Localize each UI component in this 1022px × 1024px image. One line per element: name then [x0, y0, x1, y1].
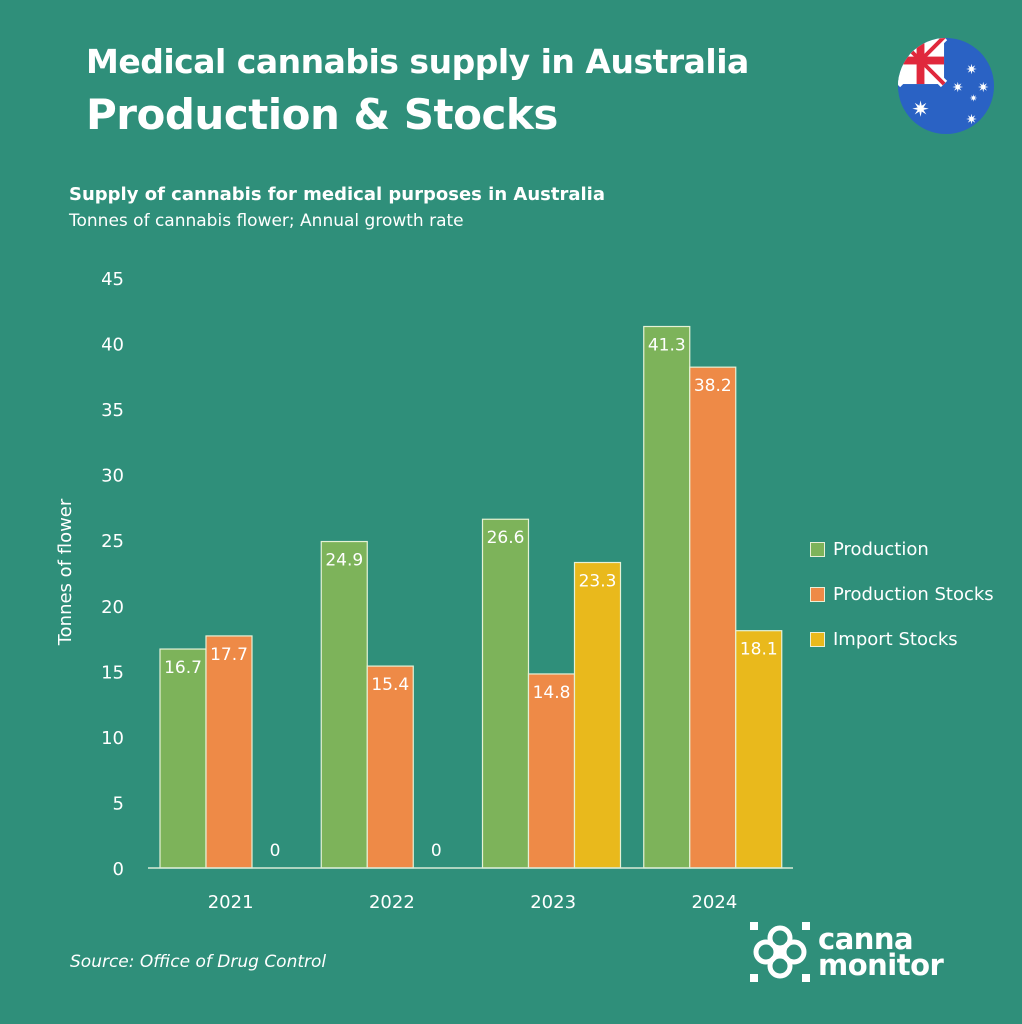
data-label: 0: [431, 841, 442, 861]
legend: Production Production Stocks Import Stoc…: [810, 527, 994, 662]
bar-import-stocks-2024: [735, 630, 783, 869]
data-label: 38.2: [694, 376, 732, 396]
bar-production-2022: [320, 540, 368, 869]
y-tick-label: 35: [101, 400, 124, 421]
data-label: 18.1: [740, 640, 778, 660]
bar-production-stocks-2023: [527, 673, 576, 869]
data-label: 26.6: [487, 528, 525, 548]
data-label: 15.4: [371, 675, 409, 695]
legend-item-import-stocks: Import Stocks: [810, 617, 994, 662]
y-tick-label: 25: [101, 531, 124, 552]
cannamonitor-logo: canna monitor: [748, 920, 944, 984]
legend-label: Production: [833, 539, 929, 560]
flower-logo-icon: [750, 922, 810, 982]
data-label: 23.3: [579, 572, 617, 592]
y-axis-label: Tonnes of flower: [55, 498, 76, 646]
bar-production-stocks-2022: [366, 665, 414, 869]
data-label: 0: [270, 841, 281, 861]
legend-item-production: Production: [810, 527, 994, 572]
y-tick-label: 30: [101, 466, 124, 487]
chart-title: Supply of cannabis for medical purposes …: [69, 184, 605, 205]
logo-line2: monitor: [818, 948, 944, 982]
y-tick-label: 10: [101, 728, 124, 749]
legend-item-production-stocks: Production Stocks: [810, 572, 994, 617]
x-tick-label: 2024: [691, 892, 737, 913]
data-label: 24.9: [325, 551, 363, 571]
svg-text:✷: ✷: [952, 80, 964, 96]
bar-production-2024: [643, 325, 691, 869]
svg-text:✷: ✷: [966, 112, 978, 128]
bar-import-stocks-2023: [573, 561, 622, 869]
chart-subtitle: Tonnes of cannabis flower; Annual growth…: [69, 211, 464, 231]
legend-swatch-import-stocks: [810, 632, 825, 647]
svg-text:✷: ✷: [911, 97, 929, 122]
australia-flag-icon: ✷ ✷ ✷ ✷ ✷ ✷: [897, 37, 995, 135]
source-note: Source: Office of Drug Control: [70, 952, 327, 972]
main-subtitle: Production & Stocks: [86, 90, 558, 139]
x-tick-label: 2023: [530, 892, 576, 913]
y-tick-label: 15: [101, 662, 124, 683]
svg-text:✷: ✷: [966, 62, 978, 78]
svg-text:✷: ✷: [977, 80, 989, 96]
bar-production-2021: [159, 648, 207, 869]
bars: 16.7 17.7 0 24.9 15.4 0 26.6 14.8 23.3 41.3 38.2 18…: [159, 325, 783, 869]
y-tick-label: 5: [113, 793, 124, 814]
legend-label: Import Stocks: [833, 629, 958, 650]
data-label: 14.8: [533, 683, 571, 703]
legend-swatch-production-stocks: [810, 587, 825, 602]
data-label: 41.3: [648, 336, 686, 356]
y-tick-label: 0: [113, 859, 124, 880]
y-tick-label: 40: [101, 335, 124, 356]
x-axis-ticks: 2021 2022 2023 2024: [208, 892, 738, 913]
data-label: 17.7: [210, 645, 248, 665]
x-tick-label: 2021: [208, 892, 254, 913]
y-axis-ticks: 0 5 10 15 20 25 30 35 40 45: [101, 269, 124, 880]
svg-text:✷: ✷: [969, 94, 977, 105]
legend-swatch-production: [810, 542, 825, 557]
bar-production-stocks-2024: [689, 366, 737, 869]
main-title: Medical cannabis supply in Australia: [86, 42, 749, 81]
bar-production-stocks-2021: [205, 635, 253, 869]
logo-line1: canna: [818, 922, 914, 956]
data-label: 16.7: [164, 658, 202, 678]
legend-label: Production Stocks: [833, 584, 994, 605]
y-tick-label: 45: [101, 269, 124, 290]
bar-production-2023: [481, 518, 530, 869]
y-tick-label: 20: [101, 597, 124, 618]
x-tick-label: 2022: [369, 892, 415, 913]
